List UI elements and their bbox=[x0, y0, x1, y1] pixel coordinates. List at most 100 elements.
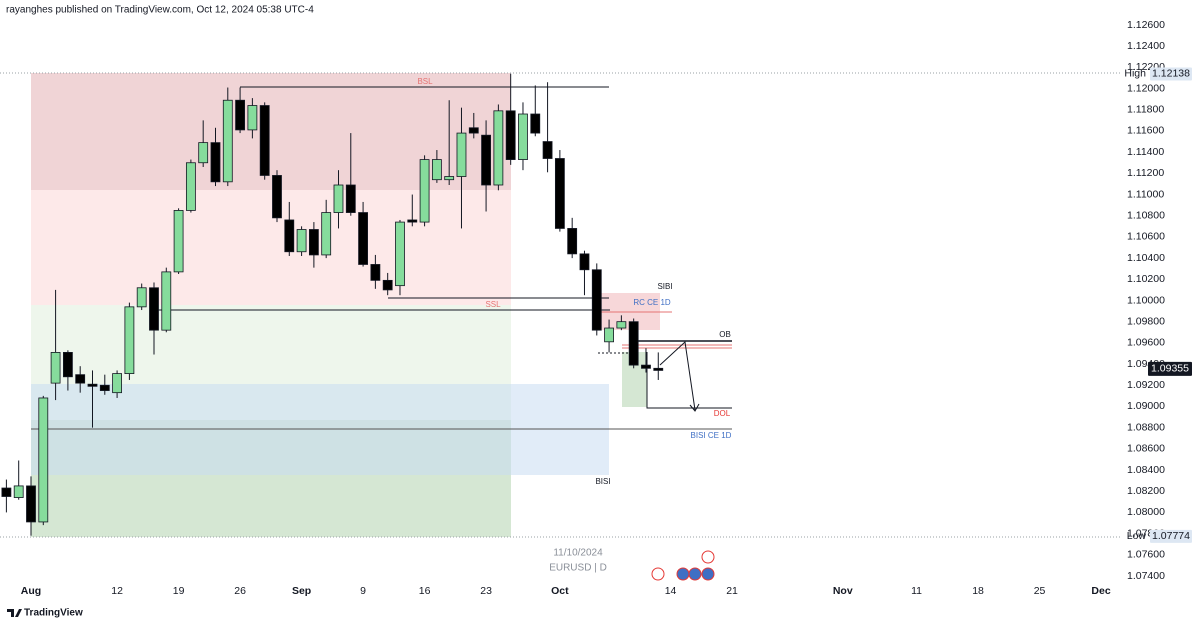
event-icon bbox=[676, 567, 690, 581]
y-tick-label: 1.11400 bbox=[1127, 146, 1164, 158]
candles bbox=[1, 73, 664, 536]
candle-body bbox=[370, 264, 381, 281]
x-tick-label: 12 bbox=[111, 585, 123, 597]
candle-body bbox=[358, 212, 368, 265]
y-tick-label: 1.09200 bbox=[1127, 379, 1165, 391]
annotation: DOL bbox=[714, 409, 731, 418]
y-tick-label: 1.11200 bbox=[1127, 167, 1164, 179]
low-label: Low bbox=[1127, 530, 1147, 542]
candle-body bbox=[99, 384, 110, 391]
y-tick-label: 1.10800 bbox=[1127, 210, 1165, 222]
high-box bbox=[1150, 67, 1192, 81]
candle-body bbox=[235, 99, 245, 131]
candle-body bbox=[222, 99, 233, 183]
candle-body bbox=[382, 279, 393, 291]
candle-body bbox=[591, 269, 602, 331]
x-tick-label: 14 bbox=[665, 585, 677, 597]
high-value: 1.12138 bbox=[1152, 68, 1190, 80]
candle-body bbox=[1, 487, 12, 497]
header: rayanghes published on TradingView.com, … bbox=[6, 5, 314, 16]
annotation: BISI CE 1D bbox=[691, 431, 732, 440]
candle-body bbox=[13, 485, 24, 498]
candle-body bbox=[308, 229, 319, 256]
axes: 1.126001.124001.122001.120001.118001.116… bbox=[21, 19, 1192, 597]
event-icon bbox=[701, 550, 715, 564]
y-tick-label: 1.08800 bbox=[1127, 421, 1165, 433]
candle-body bbox=[173, 210, 184, 273]
candle-body bbox=[431, 159, 442, 181]
candle-body bbox=[493, 110, 504, 186]
candle-body bbox=[124, 306, 135, 374]
x-tick-label: 19 bbox=[173, 585, 185, 597]
candle-body bbox=[407, 219, 418, 223]
candle-body bbox=[345, 184, 356, 213]
candle-body bbox=[554, 158, 565, 229]
candle-body bbox=[185, 162, 196, 211]
event-icon bbox=[651, 567, 665, 581]
brand: TradingView bbox=[7, 608, 83, 619]
candle-body bbox=[26, 485, 36, 523]
bsl-zone bbox=[31, 73, 511, 190]
candle-body bbox=[149, 287, 159, 331]
annotation: RC CE 1D bbox=[633, 298, 671, 307]
candle-body bbox=[468, 127, 479, 134]
x-tick-label: 26 bbox=[234, 585, 246, 597]
x-tick-label: 23 bbox=[480, 585, 492, 597]
y-tick-label: 1.12600 bbox=[1127, 19, 1165, 31]
annotation: SIBI bbox=[657, 282, 672, 291]
candle-body bbox=[616, 321, 627, 329]
last-price-value: 1.09355 bbox=[1151, 363, 1189, 375]
y-tick-label: 1.11000 bbox=[1127, 188, 1164, 200]
x-tick-label: 25 bbox=[1034, 585, 1046, 597]
premium-zone bbox=[31, 190, 511, 305]
x-tick-label: Nov bbox=[833, 585, 853, 597]
candle-body bbox=[87, 383, 98, 387]
y-tick-label: 1.08600 bbox=[1127, 443, 1165, 455]
y-tick-label: 1.12400 bbox=[1127, 40, 1165, 52]
x-tick-label: Sep bbox=[292, 585, 311, 597]
candle-body bbox=[653, 367, 664, 371]
candle-body bbox=[456, 132, 467, 177]
candle-body bbox=[530, 113, 541, 134]
candle-body bbox=[75, 374, 86, 384]
arrow-head bbox=[689, 403, 700, 412]
last-price-box bbox=[1148, 361, 1192, 376]
candle-body bbox=[542, 141, 553, 159]
high-label: High bbox=[1124, 68, 1146, 80]
y-tick-label: 1.08000 bbox=[1127, 506, 1165, 518]
brand-logo bbox=[7, 609, 22, 617]
candle-body bbox=[444, 176, 455, 181]
event-icon bbox=[688, 567, 702, 581]
brand-name: TradingView bbox=[24, 608, 83, 619]
candle-body bbox=[395, 221, 405, 287]
x-tick-label: 11 bbox=[911, 585, 922, 597]
y-tick-label: 1.07400 bbox=[1127, 570, 1165, 582]
candle-body bbox=[50, 352, 61, 384]
y-tick-label: 1.10000 bbox=[1127, 294, 1165, 306]
candle-body bbox=[604, 327, 614, 343]
candle-body bbox=[333, 184, 344, 213]
y-tick-label: 1.10200 bbox=[1127, 273, 1165, 285]
candle-body bbox=[321, 212, 332, 256]
x-tick-label: Aug bbox=[21, 585, 41, 597]
candle-body bbox=[641, 364, 651, 369]
y-tick-label: 1.09800 bbox=[1127, 315, 1165, 327]
y-tick-label: 1.08400 bbox=[1127, 464, 1165, 476]
candle-body bbox=[505, 110, 516, 160]
x-tick-label: Dec bbox=[1091, 585, 1110, 597]
x-tick-label: 9 bbox=[360, 585, 366, 597]
candle-body bbox=[247, 105, 258, 131]
y-tick-label: 1.12000 bbox=[1127, 82, 1165, 94]
candle-body bbox=[259, 105, 270, 176]
y-tick-label: 1.09000 bbox=[1127, 400, 1165, 412]
event-icon bbox=[701, 567, 715, 581]
low-value: 1.07774 bbox=[1152, 530, 1190, 542]
annotation: BSL bbox=[417, 77, 433, 86]
candle-body bbox=[567, 228, 578, 255]
candle-body bbox=[628, 321, 639, 366]
y-tick-label: 1.11800 bbox=[1127, 104, 1164, 116]
candle-body bbox=[210, 142, 221, 183]
x-tick-label: 21 bbox=[726, 585, 738, 597]
x-tick-label: 16 bbox=[419, 585, 431, 597]
